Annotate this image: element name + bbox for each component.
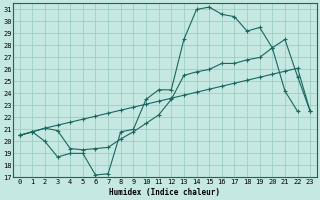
X-axis label: Humidex (Indice chaleur): Humidex (Indice chaleur) bbox=[109, 188, 220, 197]
